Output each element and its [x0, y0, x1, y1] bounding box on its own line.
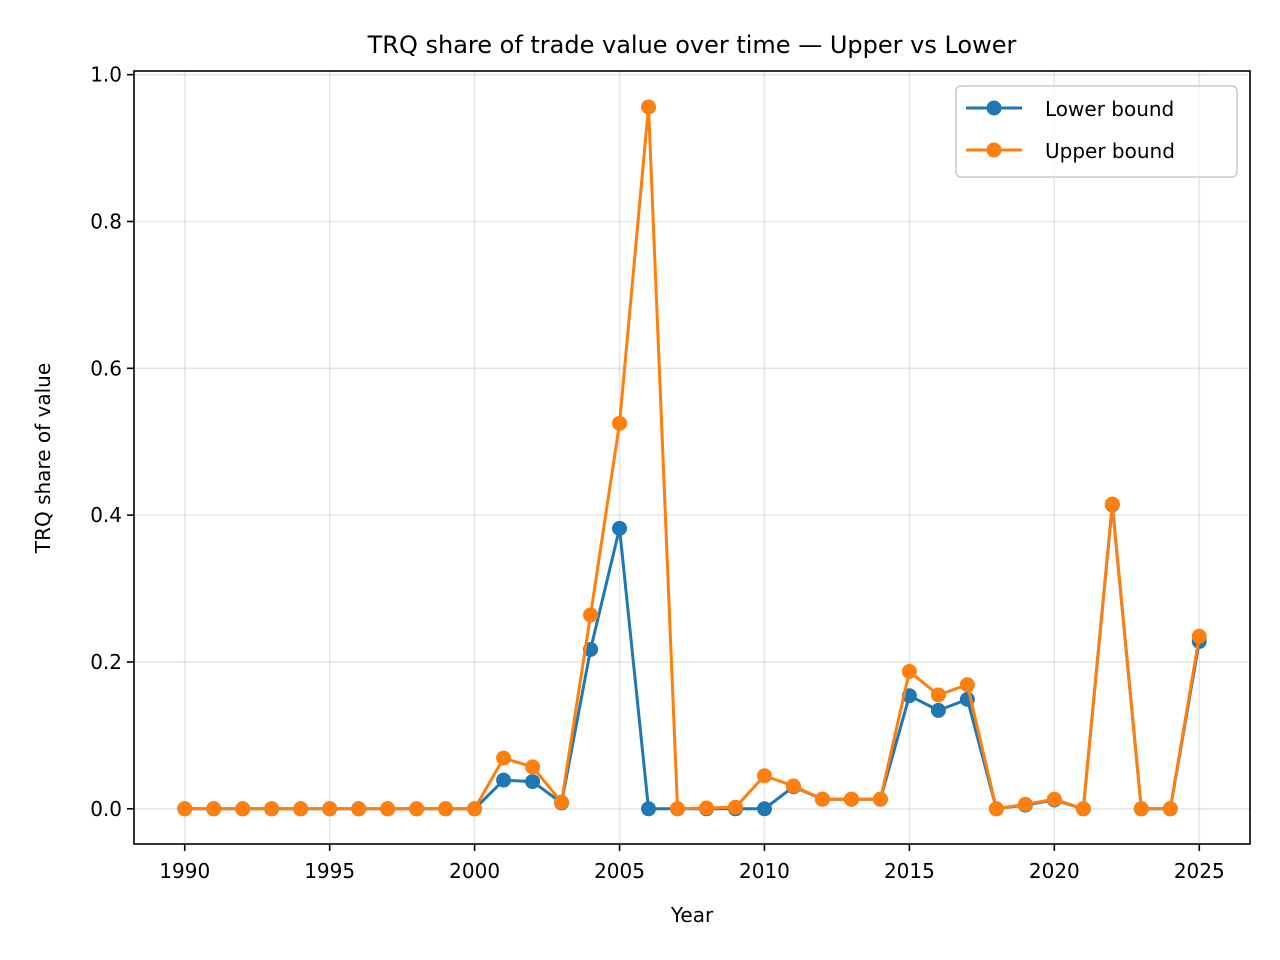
data-point-upper-bound	[1104, 496, 1120, 512]
data-point-upper-bound	[206, 801, 222, 817]
data-point-upper-bound	[438, 801, 454, 817]
data-point-upper-bound	[785, 778, 801, 794]
data-point-upper-bound	[959, 677, 975, 693]
y-axis-ticks: 0.0 0.2 0.4 0.6 0.8 1.0	[90, 63, 134, 821]
data-point-upper-bound	[641, 99, 657, 115]
legend-label-lower-bound: Lower bound	[1045, 97, 1174, 121]
data-point-upper-bound	[409, 801, 425, 817]
x-tick-label: 2010	[739, 859, 790, 883]
data-point-upper-bound	[814, 791, 830, 807]
y-axis-label: TRQ share of value	[31, 363, 55, 554]
data-point-upper-bound	[264, 801, 280, 817]
x-tick-label: 2025	[1174, 859, 1225, 883]
data-point-upper-bound	[1191, 628, 1207, 644]
y-tick-label: 1.0	[90, 63, 122, 87]
data-point-upper-bound	[177, 801, 193, 817]
data-point-upper-bound	[293, 801, 309, 817]
data-point-upper-bound	[1133, 801, 1149, 817]
data-point-lower-bound	[641, 801, 657, 817]
x-tick-label: 2005	[594, 859, 645, 883]
data-point-upper-bound	[583, 607, 599, 623]
legend-marker-upper-bound	[986, 142, 1002, 158]
y-tick-label: 0.4	[90, 503, 122, 527]
data-point-lower-bound	[930, 702, 946, 718]
y-tick-label: 0.8	[90, 209, 122, 233]
data-point-upper-bound	[727, 799, 743, 815]
legend: Lower bound Upper bound	[955, 85, 1238, 178]
legend-marker-lower-bound	[986, 100, 1002, 116]
data-point-upper-bound	[322, 801, 338, 817]
data-point-upper-bound	[380, 801, 396, 817]
series-group	[177, 99, 1207, 817]
x-tick-label: 2015	[884, 859, 935, 883]
legend-box	[955, 85, 1238, 178]
data-point-upper-bound	[554, 794, 570, 810]
y-tick-label: 0.6	[90, 356, 122, 380]
x-tick-label: 2020	[1029, 859, 1080, 883]
x-tick-label: 1995	[304, 859, 355, 883]
y-tick-label: 0.2	[90, 650, 122, 674]
data-point-upper-bound	[698, 800, 714, 816]
data-point-lower-bound	[612, 520, 628, 536]
data-point-upper-bound	[467, 801, 483, 817]
chart-title: TRQ share of trade value over time — Upp…	[367, 31, 1017, 59]
data-point-upper-bound	[872, 791, 888, 807]
data-point-upper-bound	[901, 663, 917, 679]
x-tick-label: 2000	[449, 859, 500, 883]
data-point-upper-bound	[988, 801, 1004, 817]
x-axis-ticks: 1990 1995 2000 2005 2010 2015 2020 2025	[159, 844, 1225, 883]
data-point-upper-bound	[756, 768, 772, 784]
data-point-upper-bound	[1075, 801, 1091, 817]
data-point-upper-bound	[525, 759, 541, 775]
data-point-lower-bound	[496, 772, 512, 788]
data-point-upper-bound	[1017, 796, 1033, 812]
data-point-upper-bound	[930, 687, 946, 703]
plot-frame	[133, 70, 1251, 845]
x-tick-label: 1990	[159, 859, 210, 883]
data-point-upper-bound	[1046, 791, 1062, 807]
data-point-upper-bound	[670, 801, 686, 817]
data-point-lower-bound	[756, 801, 772, 817]
x-axis-label: Year	[670, 903, 714, 927]
data-point-upper-bound	[843, 791, 859, 807]
data-point-upper-bound	[351, 801, 367, 817]
data-point-lower-bound	[525, 774, 541, 790]
data-point-upper-bound	[496, 750, 512, 766]
data-point-upper-bound	[235, 801, 251, 817]
legend-label-upper-bound: Upper bound	[1045, 139, 1175, 163]
y-tick-label: 0.0	[90, 797, 122, 821]
data-point-upper-bound	[1162, 801, 1178, 817]
data-point-upper-bound	[612, 415, 628, 431]
